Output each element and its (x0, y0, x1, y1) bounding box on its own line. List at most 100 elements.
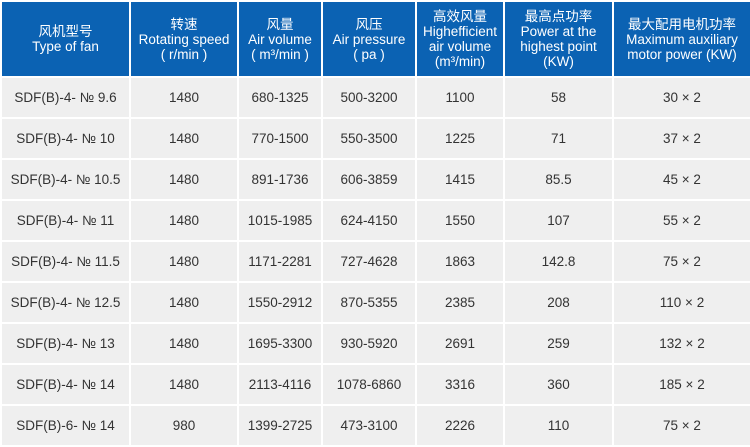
column-header-en: (KW) (543, 54, 574, 69)
table-cell: SDF(B)-4- № 13 (0, 322, 131, 365)
table-cell: SDF(B)-4- № 11 (0, 199, 131, 242)
table-cell: 259 (503, 322, 614, 365)
table-cell: 1225 (415, 117, 505, 160)
column-header-en: Rotating speed (138, 31, 230, 47)
column-header: 高效风量 Highefficient air volume (m³/min) (415, 0, 505, 78)
column-header: 风量 Air volume( m³/min ) (237, 0, 323, 78)
column-header-cn: 转速 (170, 16, 198, 32)
table-cell: SDF(B)-4- № 14 (0, 363, 131, 406)
table-row: SDF(B)-4- № 13 1480 1695-3300 930-5920 2691 2… (0, 322, 750, 365)
column-header-cn: 最高点功率 (524, 9, 593, 24)
table-cell: 107 (503, 199, 614, 242)
table-cell: 1100 (415, 76, 505, 119)
table-cell: SDF(B)-4- № 11.5 (0, 240, 131, 283)
table-row: SDF(B)-4- № 12.5 1480 1550-2912 870-5355 238… (0, 281, 750, 324)
column-header-cn: 风压 (355, 16, 383, 32)
column-header-en: Air volume (248, 31, 312, 47)
table-cell: 2226 (415, 404, 505, 447)
table-cell: 1399-2725 (237, 404, 323, 447)
table-cell: 110 × 2 (612, 281, 750, 324)
table-cell: 473-3100 (321, 404, 417, 447)
table-cell: 1415 (415, 158, 505, 201)
table-cell: 208 (503, 281, 614, 324)
table-cell: 1695-3300 (237, 322, 323, 365)
table-cell: SDF(B)-4- № 12.5 (0, 281, 131, 324)
column-header-en: Air pressure (332, 31, 406, 47)
header-row: 风机型号 Type of fan 转速 Rotating speed( r/min )… (0, 0, 750, 78)
column-header: 转速 Rotating speed( r/min ) (129, 0, 239, 78)
table-cell: 870-5355 (321, 281, 417, 324)
column-header-en: air volume (428, 39, 492, 54)
table-cell: 55 × 2 (612, 199, 750, 242)
table-cell: 624-4150 (321, 199, 417, 242)
table-cell: 85.5 (503, 158, 614, 201)
table-cell: 75 × 2 (612, 240, 750, 283)
column-header-en: Power at the (520, 24, 597, 39)
column-header: 风机型号 Type of fan (0, 0, 131, 78)
table-cell: 71 (503, 117, 614, 160)
table-cell: SDF(B)-4- № 10.5 (0, 158, 131, 201)
table-cell: 1015-1985 (237, 199, 323, 242)
table-cell: 930-5920 (321, 322, 417, 365)
column-header-en: Maximum auxiliary (626, 31, 738, 47)
table-cell: 75 × 2 (612, 404, 750, 447)
column-header-en: Highefficient (422, 24, 498, 39)
column-header-cn: 风机型号 (38, 24, 93, 39)
table-row: SDF(B)-4- № 11 1480 1015-1985 624-4150 1550 1… (0, 199, 750, 242)
table-cell: SDF(B)-6- № 14 (0, 404, 131, 447)
column-header-en: ( pa ) (353, 46, 385, 62)
column-header-en: (m³/min) (434, 54, 486, 69)
table-cell: 360 (503, 363, 614, 406)
table-cell: 980 (129, 404, 239, 447)
column-header-en: ( r/min ) (160, 46, 208, 62)
table-cell: 1480 (129, 199, 239, 242)
table-cell: 1480 (129, 281, 239, 324)
table-row: SDF(B)-4- № 14 1480 2113-4116 1078-6860 3316… (0, 363, 750, 406)
table-row: SDF(B)-4- № 10 1480 770-1500 550-3500 1225 71… (0, 117, 750, 160)
table-cell: 1480 (129, 117, 239, 160)
table-cell: 58 (503, 76, 614, 119)
table-cell: 1550 (415, 199, 505, 242)
column-header-cn: 高效风量 (433, 9, 487, 24)
column-header-en: motor power (KW) (627, 46, 737, 62)
table-cell: 1480 (129, 76, 239, 119)
table-row: SDF(B)-4- № 11.5 1480 1171-2281 727-4628 186… (0, 240, 750, 283)
table-cell: 727-4628 (321, 240, 417, 283)
table-cell: 500-3200 (321, 76, 417, 119)
table-cell: 2113-4116 (237, 363, 323, 406)
table-cell: 1480 (129, 158, 239, 201)
table-cell: 891-1736 (237, 158, 323, 201)
table-cell: 132 × 2 (612, 322, 750, 365)
table-cell: SDF(B)-4- № 10 (0, 117, 131, 160)
column-header-cn: 风量 (266, 16, 294, 32)
table-cell: 680-1325 (237, 76, 323, 119)
table-cell: 45 × 2 (612, 158, 750, 201)
table-cell: 1480 (129, 240, 239, 283)
table-cell: SDF(B)-4- № 9.6 (0, 76, 131, 119)
table-cell: 185 × 2 (612, 363, 750, 406)
table-cell: 770-1500 (237, 117, 323, 160)
table-cell: 550-3500 (321, 117, 417, 160)
table-cell: 2691 (415, 322, 505, 365)
column-header-en: highest point (520, 39, 597, 54)
table-cell: 1863 (415, 240, 505, 283)
column-header-en: ( m³/min ) (251, 46, 309, 62)
table-row: SDF(B)-4- № 10.5 1480 891-1736 606-3859 1415… (0, 158, 750, 201)
table-cell: 30 × 2 (612, 76, 750, 119)
column-header-en: Type of fan (32, 39, 99, 54)
table-cell: 1480 (129, 363, 239, 406)
table-cell: 606-3859 (321, 158, 417, 201)
table-cell: 1480 (129, 322, 239, 365)
table-cell: 3316 (415, 363, 505, 406)
table-row: SDF(B)-6- № 14 980 1399-2725 473-3100 2226 11… (0, 404, 750, 447)
column-header: 最大配用电机功率 Maximum auxiliary motor power (KW… (612, 0, 750, 78)
table-cell: 1171-2281 (237, 240, 323, 283)
table-cell: 1078-6860 (321, 363, 417, 406)
table-cell: 110 (503, 404, 614, 447)
table-row: SDF(B)-4- № 9.6 1480 680-1325 500-3200 1100 5… (0, 76, 750, 119)
table-cell: 1550-2912 (237, 281, 323, 324)
table-cell: 2385 (415, 281, 505, 324)
table-cell: 142.8 (503, 240, 614, 283)
column-header: 风压 Air pressure( pa ) (321, 0, 417, 78)
